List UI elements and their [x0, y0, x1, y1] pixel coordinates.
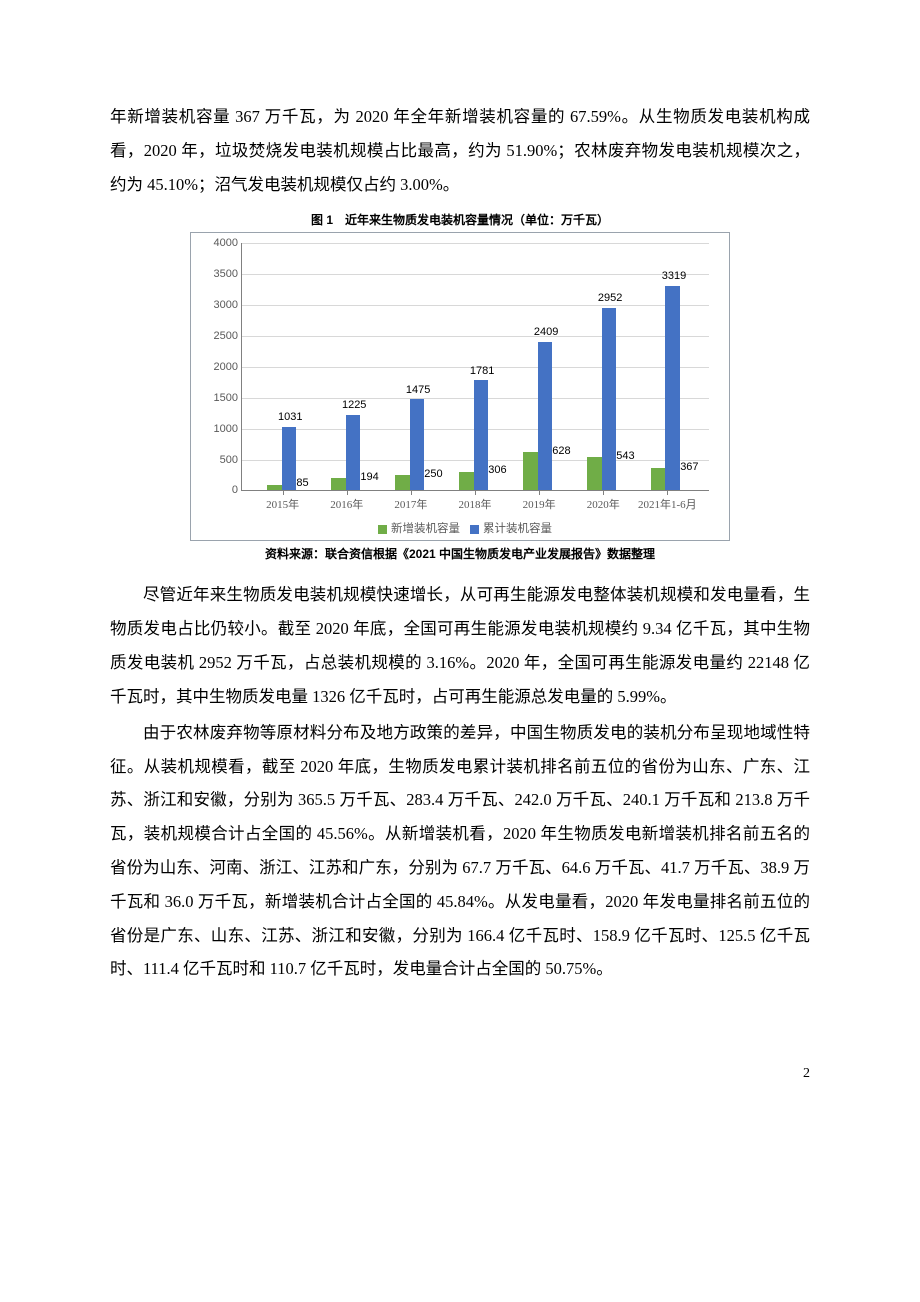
chart-ytick-label: 0 [202, 484, 238, 496]
chart-xtick-label: 2020年 [571, 490, 635, 512]
chart-data-label: 1781 [470, 365, 494, 377]
chart-data-label: 306 [488, 464, 506, 476]
chart-data-label: 1031 [278, 411, 302, 423]
chart-data-label: 250 [424, 468, 442, 480]
chart-ytick-label: 2000 [202, 361, 238, 373]
page-number: 2 [110, 1066, 810, 1082]
legend-label: 累计装机容量 [483, 523, 552, 535]
chart-bar-new [523, 452, 538, 491]
chart-ytick-label: 3000 [202, 299, 238, 311]
chart-xtick-label: 2021年1-6月 [635, 490, 699, 512]
chart-data-label: 2409 [534, 326, 558, 338]
legend-swatch [378, 525, 387, 534]
chart-data-label: 628 [552, 445, 570, 457]
paragraph-2: 尽管近年来生物质发电装机规模快速增长，从可再生能源发电整体装机规模和发电量看，生… [110, 578, 810, 713]
chart-bar-cumulative [665, 286, 680, 491]
chart-data-label: 367 [680, 461, 698, 473]
chart-title: 图 1 近年来生物质发电装机容量情况（单位：万千瓦） [110, 211, 810, 228]
chart-ytick-label: 1500 [202, 392, 238, 404]
chart-bar-new [459, 472, 474, 491]
chart-data-label: 1475 [406, 384, 430, 396]
chart-bar-new [395, 475, 410, 490]
legend-label: 新增装机容量 [391, 523, 460, 535]
chart-bar-group: 1031 85 [252, 243, 316, 490]
chart-data-label: 85 [296, 477, 308, 489]
chart-data-label: 1225 [342, 399, 366, 411]
chart-ytick-label: 3500 [202, 268, 238, 280]
chart-bar-cumulative [602, 308, 617, 490]
chart-bar-cumulative [346, 415, 361, 491]
chart-ytick-label: 500 [202, 454, 238, 466]
paragraph-1: 年新增装机容量 367 万千瓦，为 2020 年全年新增装机容量的 67.59%… [110, 100, 810, 201]
chart-figure: 0 500 1000 1500 2000 2500 3000 3500 4000 1031 85 12… [110, 232, 810, 541]
chart-data-label: 194 [360, 471, 378, 483]
paragraph-3: 由于农林废弃物等原材料分布及地方政策的差异，中国生物质发电的装机分布呈现地域性特… [110, 716, 810, 987]
chart-bar-group: 1225 194 [316, 243, 380, 490]
chart-bar-cumulative [474, 380, 489, 490]
chart-bar-new [651, 468, 666, 491]
chart-bar-cumulative [282, 427, 297, 491]
chart-bar-group: 2952 543 [571, 243, 635, 490]
chart-xtick-label: 2016年 [315, 490, 379, 512]
chart-xtick-label: 2017年 [379, 490, 443, 512]
legend-swatch [470, 525, 479, 534]
chart-data-label: 543 [616, 450, 634, 462]
chart-bar-group: 1781 306 [444, 243, 508, 490]
chart-data-label: 2952 [598, 292, 622, 304]
chart-data-label: 3319 [662, 270, 686, 282]
chart-bar-group: 2409 628 [507, 243, 571, 490]
chart-bar-cumulative [410, 399, 425, 490]
chart-xtick-label: 2018年 [443, 490, 507, 512]
chart-bar-group: 3319 367 [635, 243, 699, 490]
chart-bar-new [587, 457, 602, 491]
chart-bar-new [331, 478, 346, 490]
chart-xtick-label: 2015年 [251, 490, 315, 512]
chart-xtick-label: 2019年 [507, 490, 571, 512]
chart-ytick-label: 1000 [202, 423, 238, 435]
chart-ytick-label: 2500 [202, 330, 238, 342]
chart-ytick-label: 4000 [202, 237, 238, 249]
chart-source: 资料来源：联合资信根据《2021 中国生物质发电产业发展报告》数据整理 [110, 545, 810, 562]
chart-bar-cumulative [538, 342, 553, 491]
chart-bar-group: 1475 250 [380, 243, 444, 490]
